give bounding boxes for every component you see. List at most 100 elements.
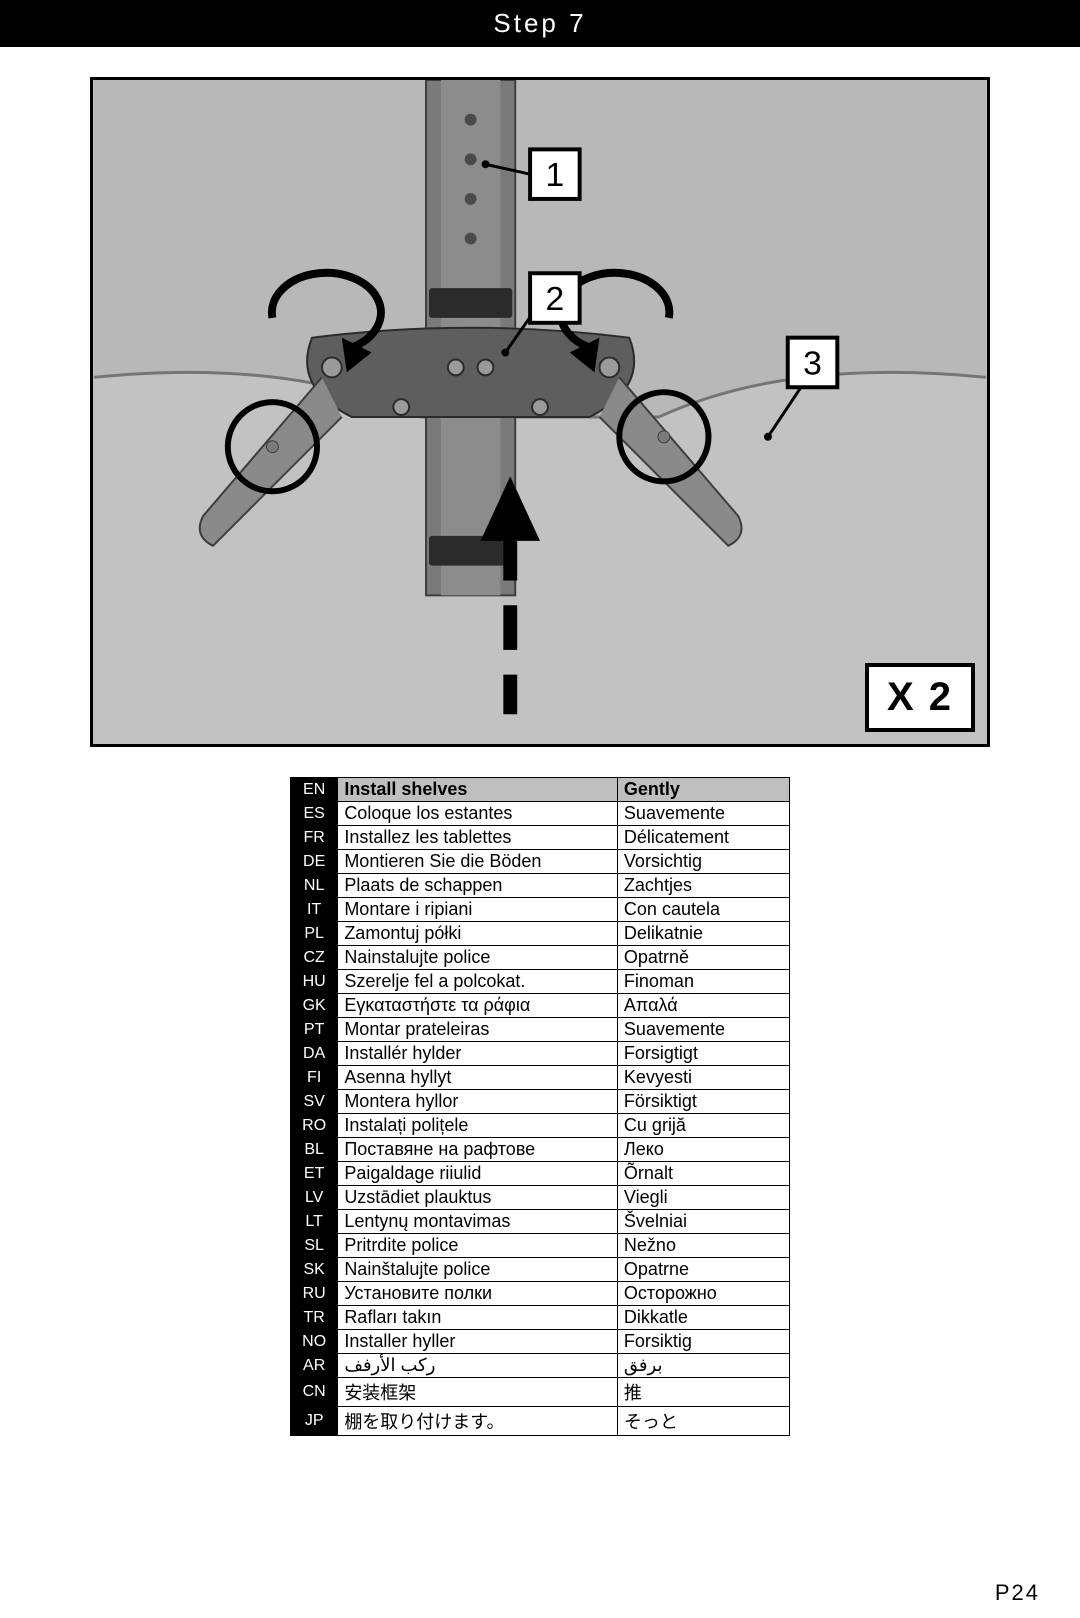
lang-code: FR [291, 826, 338, 850]
manner-cell: Απαλά [617, 994, 789, 1018]
instruction-cell: Lentynų montavimas [338, 1210, 618, 1234]
manner-cell: Zachtjes [617, 874, 789, 898]
instruction-cell: Nainstalujte police [338, 946, 618, 970]
lang-code: PT [291, 1018, 338, 1042]
manner-cell: Suavemente [617, 1018, 789, 1042]
instruction-cell: Zamontuj półki [338, 922, 618, 946]
manner-cell: 推 [617, 1378, 789, 1407]
svg-text:3: 3 [803, 345, 822, 382]
table-row: HUSzerelje fel a polcokat.Finoman [291, 970, 790, 994]
lang-code: RO [291, 1114, 338, 1138]
table-row: ARركب الأرففبرفق [291, 1354, 790, 1378]
lang-code: EN [291, 778, 338, 802]
lang-code: NO [291, 1330, 338, 1354]
lang-code: AR [291, 1354, 338, 1378]
instruction-cell: Поставяне на рафтове [338, 1138, 618, 1162]
table-row: SVMontera hyllorFörsiktigt [291, 1090, 790, 1114]
instruction-cell: Nainštalujte police [338, 1258, 618, 1282]
table-row: ESColoque los estantesSuavemente [291, 802, 790, 826]
instruction-cell: Coloque los estantes [338, 802, 618, 826]
instruction-cell: Montar prateleiras [338, 1018, 618, 1042]
instruction-cell: Paigaldage riiulid [338, 1162, 618, 1186]
manner-cell: Švelniai [617, 1210, 789, 1234]
instruction-cell: Uzstādiet plauktus [338, 1186, 618, 1210]
lang-code: LV [291, 1186, 338, 1210]
table-row: ETPaigaldage riiulidÕrnalt [291, 1162, 790, 1186]
instruction-cell: Εγκαταστήστε τα ράφια [338, 994, 618, 1018]
lang-code: RU [291, 1282, 338, 1306]
table-row: LTLentynų montavimasŠvelniai [291, 1210, 790, 1234]
instruction-cell: Montieren Sie die Böden [338, 850, 618, 874]
instruction-cell: Установите полки [338, 1282, 618, 1306]
lang-code: GK [291, 994, 338, 1018]
instruction-cell: Instalați polițele [338, 1114, 618, 1138]
manner-cell: برفق [617, 1354, 789, 1378]
instruction-cell: Pritrdite police [338, 1234, 618, 1258]
manner-cell: Forsiktig [617, 1330, 789, 1354]
manner-cell: Gently [617, 778, 789, 802]
table-row: JP棚を取り付けます。そっと [291, 1407, 790, 1436]
instruction-cell: Install shelves [338, 778, 618, 802]
page-number: P24 [995, 1580, 1040, 1606]
repeat-count: X 2 [865, 663, 975, 732]
lang-code: SV [291, 1090, 338, 1114]
instruction-cell: Installer hyller [338, 1330, 618, 1354]
table-row: CZNainstalujte policeOpatrně [291, 946, 790, 970]
instruction-cell: ركب الأرفف [338, 1354, 618, 1378]
manner-cell: Vorsichtig [617, 850, 789, 874]
instruction-cell: Montare i ripiani [338, 898, 618, 922]
manner-cell: Opatrne [617, 1258, 789, 1282]
diagram-svg: 1 2 3 [93, 80, 987, 744]
lang-code: CZ [291, 946, 338, 970]
table-row: SKNainštalujte policeOpatrne [291, 1258, 790, 1282]
svg-text:1: 1 [545, 157, 564, 194]
table-row: DEMontieren Sie die BödenVorsichtig [291, 850, 790, 874]
manner-cell: Dikkatle [617, 1306, 789, 1330]
manner-cell: Kevyesti [617, 1066, 789, 1090]
manner-cell: Viegli [617, 1186, 789, 1210]
lang-code: ET [291, 1162, 338, 1186]
step-header: Step 7 [0, 0, 1080, 47]
table-row: SLPritrdite policeNežno [291, 1234, 790, 1258]
instruction-cell: Asenna hyllyt [338, 1066, 618, 1090]
table-row: RUУстановите полкиОсторожно [291, 1282, 790, 1306]
manner-cell: Леко [617, 1138, 789, 1162]
table-row: DAInstallér hylderForsigtigt [291, 1042, 790, 1066]
manner-cell: Délicatement [617, 826, 789, 850]
manner-cell: Con cautela [617, 898, 789, 922]
table-row: BLПоставяне на рафтовеЛеко [291, 1138, 790, 1162]
table-row: FIAsenna hyllytKevyesti [291, 1066, 790, 1090]
lang-code: TR [291, 1306, 338, 1330]
table-row: CN安装框架推 [291, 1378, 790, 1407]
lang-code: SL [291, 1234, 338, 1258]
lang-code: CN [291, 1378, 338, 1407]
instruction-cell: Installér hylder [338, 1042, 618, 1066]
manner-cell: Delikatnie [617, 922, 789, 946]
lang-code: DE [291, 850, 338, 874]
translation-table: ENInstall shelvesGentlyESColoque los est… [290, 777, 790, 1436]
table-row: LVUzstādiet plauktusViegli [291, 1186, 790, 1210]
lang-code: IT [291, 898, 338, 922]
step-title: Step 7 [493, 8, 586, 38]
manner-cell: Forsigtigt [617, 1042, 789, 1066]
table-row: FRInstallez les tablettesDélicatement [291, 826, 790, 850]
lang-code: FI [291, 1066, 338, 1090]
lang-code: ES [291, 802, 338, 826]
manner-cell: Försiktigt [617, 1090, 789, 1114]
page: Step 7 [0, 0, 1080, 1618]
manner-cell: そっと [617, 1407, 789, 1436]
instruction-cell: 安装框架 [338, 1378, 618, 1407]
lang-code: SK [291, 1258, 338, 1282]
instruction-cell: Rafları takın [338, 1306, 618, 1330]
table-row: TRRafları takınDikkatle [291, 1306, 790, 1330]
manner-cell: Opatrně [617, 946, 789, 970]
instruction-cell: Montera hyllor [338, 1090, 618, 1114]
table-row: NLPlaats de schappenZachtjes [291, 874, 790, 898]
table-row: ROInstalați polițeleCu grijă [291, 1114, 790, 1138]
table-row: PLZamontuj półkiDelikatnie [291, 922, 790, 946]
lang-code: HU [291, 970, 338, 994]
lang-code: LT [291, 1210, 338, 1234]
svg-text:2: 2 [545, 281, 564, 318]
manner-cell: Cu grijă [617, 1114, 789, 1138]
table-row: PTMontar prateleirasSuavemente [291, 1018, 790, 1042]
